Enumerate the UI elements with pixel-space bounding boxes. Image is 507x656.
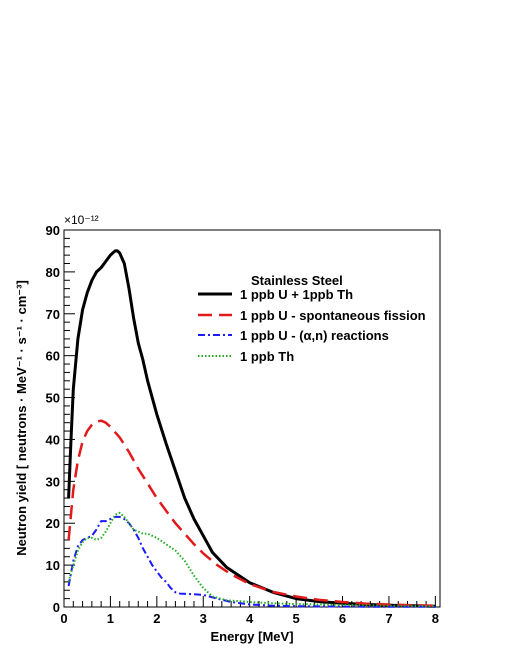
plot-border xyxy=(63,229,441,608)
y-axis: 0 10 20 30 40 50 60 70 80 90 xyxy=(46,223,75,615)
y-axis-title: Neutron yield [ neutrons · MeV⁻¹ · s⁻¹ ·… xyxy=(14,280,29,556)
y-multiplier: ×10⁻¹² xyxy=(64,213,99,227)
y-tick-label: 50 xyxy=(46,391,60,406)
legend: Stainless Steel 1 ppb U + 1ppb Th 1 ppb U… xyxy=(198,273,426,364)
x-axis: 0 1 2 3 4 5 6 7 8 xyxy=(60,596,439,626)
series-line-1 xyxy=(67,249,436,608)
legend-label-4: 1 ppb Th xyxy=(240,349,294,364)
y-tick-label: 80 xyxy=(46,265,60,280)
x-tick-label: 8 xyxy=(432,611,439,626)
y-tick-label: 0 xyxy=(53,600,60,615)
y-tick-label: 70 xyxy=(46,307,60,322)
y-tick-label: 90 xyxy=(46,223,60,238)
series-line-4 xyxy=(67,511,436,608)
x-tick-label: 5 xyxy=(292,611,299,626)
legend-label-2: 1 ppb U - spontaneous fission xyxy=(240,308,426,323)
y-tick-label: 10 xyxy=(46,558,60,573)
x-tick-label: 4 xyxy=(246,611,254,626)
x-tick-label: 6 xyxy=(339,611,346,626)
x-tick-label: 1 xyxy=(107,611,114,626)
x-tick-label: 0 xyxy=(60,611,67,626)
legend-label-3: 1 ppb U - (α,n) reactions xyxy=(240,328,389,343)
y-tick-label: 30 xyxy=(46,474,60,489)
x-tick-label: 2 xyxy=(153,611,160,626)
legend-label-1: 1 ppb U + 1ppb Th xyxy=(240,287,353,302)
legend-title: Stainless Steel xyxy=(251,273,343,288)
y-tick-label: 60 xyxy=(46,349,60,364)
x-tick-label: 3 xyxy=(200,611,207,626)
x-tick-label: 7 xyxy=(385,611,392,626)
series-line-2 xyxy=(67,419,436,607)
y-tick-label: 20 xyxy=(46,516,60,531)
series-layer xyxy=(67,249,436,608)
y-tick-label: 40 xyxy=(46,432,60,447)
x-axis-title: Energy [MeV] xyxy=(210,629,293,644)
series-line-3 xyxy=(67,515,436,608)
plot-frame xyxy=(63,229,441,608)
